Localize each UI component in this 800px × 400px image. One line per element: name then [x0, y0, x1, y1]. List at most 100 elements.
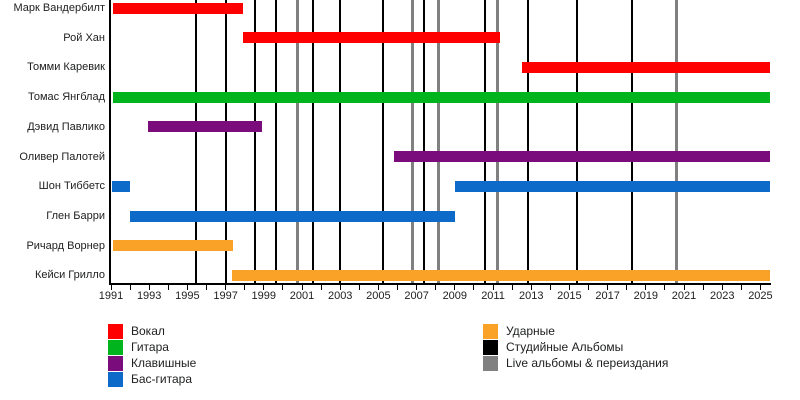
axis-tick — [740, 285, 742, 290]
live-album-line — [496, 0, 500, 283]
legend-item: Live альбомы & переиздания — [483, 355, 668, 371]
axis-year-label: 2005 — [366, 290, 391, 302]
live-album-line — [411, 0, 415, 283]
axis-tick — [225, 285, 227, 290]
legend-swatch — [483, 355, 498, 371]
legend-label: Студийные Альбомы — [506, 340, 624, 354]
axis-year-label: 2021 — [671, 290, 697, 302]
legend-swatch — [108, 323, 123, 339]
axis-year-label: 1991 — [98, 290, 124, 302]
axis-tick — [664, 285, 666, 290]
legend-label: Гитара — [131, 340, 169, 354]
axis-tick — [320, 285, 322, 290]
studio-album-line — [423, 0, 426, 283]
member-name-label: Рой Хан — [63, 31, 105, 44]
legend-column-albums: Ударные Студийные Альбомы Live альбомы & п… — [483, 323, 668, 371]
studio-album-line — [630, 0, 633, 283]
legend-swatch — [108, 339, 123, 355]
live-album-line — [674, 0, 678, 283]
axis-tick — [702, 285, 704, 290]
axis-year-label: 2019 — [633, 290, 659, 302]
member-tenure-bar — [111, 180, 131, 192]
axis-year-label: 2001 — [289, 290, 315, 302]
legend-item: Клавишные — [108, 355, 196, 371]
studio-album-line — [224, 0, 227, 283]
axis-tick — [568, 285, 570, 290]
member-name-label: Томми Каревик — [27, 61, 105, 74]
axis-tick — [588, 285, 590, 290]
live-album-line — [437, 0, 441, 283]
axis-year-label: 2015 — [557, 290, 582, 302]
axis-tick — [549, 285, 551, 290]
axis-tick — [721, 285, 723, 290]
legend-label: Вокал — [131, 324, 165, 338]
legend-item: Гитара — [108, 339, 196, 355]
member-name-label: Оливер Палотей — [19, 150, 105, 163]
legend-item: Вокал — [108, 323, 196, 339]
axis-tick — [397, 285, 399, 290]
legend-swatch — [108, 371, 123, 387]
axis-tick — [186, 285, 188, 290]
axis-year-label: 2017 — [595, 290, 620, 302]
legend-label: Live альбомы & переиздания — [506, 356, 669, 370]
axis-tick — [110, 285, 112, 290]
member-tenure-bar — [148, 121, 262, 133]
legend-item: Студийные Альбомы — [483, 339, 668, 355]
studio-album-line — [195, 0, 197, 283]
member-tenure-bar — [454, 180, 770, 192]
axis-tick — [167, 285, 169, 290]
axis-tick — [206, 285, 207, 290]
axis-tick — [377, 285, 379, 290]
member-name-label: Дэвид Павлико — [27, 120, 105, 133]
y-axis-line — [109, 0, 111, 284]
studio-album-line — [254, 0, 257, 283]
axis-tick — [607, 285, 609, 290]
studio-album-line — [484, 0, 487, 283]
axis-year-label: 1997 — [213, 290, 238, 302]
legend-swatch — [108, 355, 123, 371]
studio-album-line — [527, 0, 530, 283]
studio-album-line — [312, 0, 315, 283]
studio-album-line — [339, 0, 342, 283]
axis-tick — [282, 285, 284, 290]
axis-tick — [530, 285, 532, 290]
axis-year-label: 2009 — [442, 290, 468, 302]
legend-label: Клавишные — [131, 356, 197, 370]
legend-label: Ударные — [506, 324, 555, 338]
legend-column-roles: Вокал Гитара Клавишные Бас-гитара — [108, 323, 196, 387]
axis-tick — [759, 285, 761, 290]
axis-tick — [492, 285, 494, 290]
axis-year-label: 1999 — [251, 290, 277, 302]
axis-year-label: 2025 — [748, 290, 773, 302]
axis-year-label: 1993 — [136, 290, 162, 302]
axis-tick — [244, 285, 246, 290]
member-name-label: Шон Тиббетс — [38, 180, 105, 193]
member-name-label: Марк Вандербилт — [13, 2, 105, 14]
studio-album-line — [576, 0, 579, 283]
axis-tick — [129, 285, 131, 290]
axis-year-label: 2007 — [404, 290, 429, 302]
studio-album-line — [275, 0, 278, 283]
axis-year-label: 2023 — [709, 290, 735, 302]
axis-year-label: 2013 — [518, 290, 544, 302]
axis-tick — [148, 285, 150, 290]
axis-tick — [301, 285, 303, 290]
legend-item: Бас-гитара — [108, 371, 196, 387]
axis-tick — [626, 285, 628, 290]
axis-tick — [339, 285, 341, 290]
axis-tick — [358, 285, 360, 290]
member-tenure-bar — [130, 210, 455, 222]
axis-year-label: 2003 — [327, 290, 353, 302]
studio-album-line — [382, 0, 385, 283]
axis-tick — [416, 285, 418, 290]
member-name-label: Глен Барри — [46, 210, 105, 223]
axis-tick — [473, 285, 475, 290]
axis-tick — [435, 285, 437, 290]
axis-year-label: 2011 — [481, 290, 505, 302]
member-tenure-bar — [112, 2, 243, 14]
x-axis-line — [109, 283, 771, 285]
live-album-line — [295, 0, 299, 283]
member-name-label: Томас Янгблад — [27, 91, 105, 104]
member-name-label: Кейси Грилло — [34, 269, 105, 282]
